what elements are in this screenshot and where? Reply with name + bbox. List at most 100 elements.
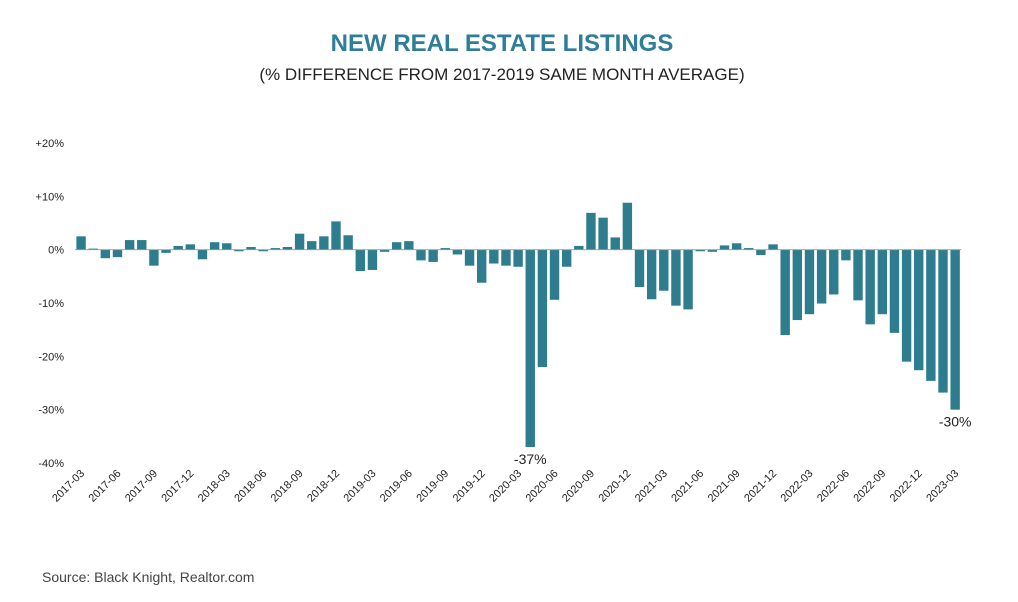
x-tick-label: 2022-03 [779, 468, 816, 505]
bar [124, 240, 135, 250]
bar [877, 249, 888, 315]
x-tick-label: 2022-09 [851, 468, 888, 505]
chart-subtitle: (% DIFFERENCE FROM 2017-2019 SAME MONTH … [259, 65, 745, 84]
bar [853, 249, 863, 301]
bars [76, 202, 960, 447]
bar [392, 242, 402, 250]
bar [404, 241, 414, 250]
x-axis: 2017-03 2017-06 2017-09 2017-12 2018-03 2018-… [50, 468, 961, 505]
bar [476, 249, 487, 283]
bar [149, 249, 159, 266]
bar [744, 248, 754, 250]
bar [76, 236, 86, 250]
x-tick-label: 2018-09 [269, 468, 306, 505]
bar [549, 249, 560, 300]
bar [307, 241, 317, 250]
chart-title: NEW REAL ESTATE LISTINGS [330, 30, 674, 57]
bar [464, 249, 475, 266]
bar [137, 240, 147, 250]
bar [598, 217, 608, 250]
bar [282, 247, 293, 250]
bar [489, 249, 499, 264]
bar [270, 248, 281, 250]
bar [731, 243, 742, 250]
x-tick-label: 2017-12 [159, 468, 196, 505]
bar [197, 249, 208, 260]
bar [634, 249, 645, 287]
x-tick-label: 2021-09 [706, 468, 743, 505]
bar [768, 244, 778, 250]
x-tick-label: 2021-12 [742, 468, 779, 505]
x-tick-label: 2017-06 [87, 468, 124, 505]
x-tick-label: 2020-12 [596, 468, 633, 505]
bar [294, 233, 305, 250]
bar [537, 249, 548, 367]
x-tick-label: 2017-09 [123, 468, 160, 505]
bar [683, 249, 693, 310]
bar [355, 249, 365, 271]
x-tick-label: 2021-06 [669, 468, 706, 505]
bar [501, 249, 511, 266]
bar [804, 249, 815, 315]
data-label: -30% [939, 414, 972, 430]
bar [367, 249, 378, 270]
annotations: -37% -30% [514, 414, 972, 467]
y-tick-label: -10% [38, 298, 64, 310]
y-tick-label: -20% [38, 351, 64, 363]
bar [561, 249, 572, 267]
bar [161, 249, 171, 253]
bar [707, 249, 718, 252]
bar [319, 236, 329, 250]
bar [865, 249, 875, 325]
x-tick-label: 2021-03 [633, 468, 670, 505]
bar [889, 249, 900, 333]
bar [258, 249, 268, 252]
bar [513, 249, 523, 267]
x-tick-label: 2022-06 [815, 468, 852, 505]
x-tick-label: 2019-06 [378, 468, 415, 505]
bar [841, 249, 851, 261]
x-tick-label: 2018-06 [232, 468, 269, 505]
bar [112, 249, 123, 258]
data-label: -37% [514, 451, 547, 467]
y-tick-label: 0% [48, 245, 64, 257]
x-tick-label: 2019-03 [342, 468, 379, 505]
x-tick-label: 2019-12 [451, 468, 488, 505]
bar [719, 245, 730, 250]
bar [829, 249, 839, 295]
bar [331, 221, 341, 250]
y-tick-label: +10% [36, 191, 65, 203]
y-tick-label: -30% [38, 405, 64, 417]
y-tick-label: +20% [36, 138, 65, 150]
bar [622, 202, 633, 250]
bar [914, 249, 924, 371]
bar [659, 249, 669, 291]
bar [185, 244, 196, 250]
x-tick-label: 2018-03 [196, 468, 233, 505]
bar [756, 249, 766, 255]
bar [416, 249, 426, 261]
x-tick-label: 2020-09 [560, 468, 597, 505]
y-axis: +20% +10% 0% -10% -20% -30% -40% [36, 138, 65, 470]
bar [222, 243, 232, 250]
source-note: Source: Black Knight, Realtor.com [42, 569, 255, 585]
bar [901, 249, 912, 362]
bar [646, 249, 657, 300]
bar [379, 249, 390, 252]
x-tick-label: 2019-09 [414, 468, 451, 505]
bar [792, 249, 803, 321]
bar [440, 248, 450, 250]
bar [100, 249, 111, 259]
x-tick-label: 2022-12 [888, 468, 925, 505]
x-tick-label: 2023-03 [924, 468, 961, 505]
x-tick-label: 2020-06 [524, 468, 561, 505]
bar [234, 249, 244, 252]
x-tick-label: 2020-03 [487, 468, 524, 505]
bar [586, 212, 596, 250]
bar [173, 245, 183, 250]
bar [780, 249, 790, 335]
bar [209, 242, 220, 250]
bar [428, 249, 438, 262]
bar [452, 249, 463, 255]
